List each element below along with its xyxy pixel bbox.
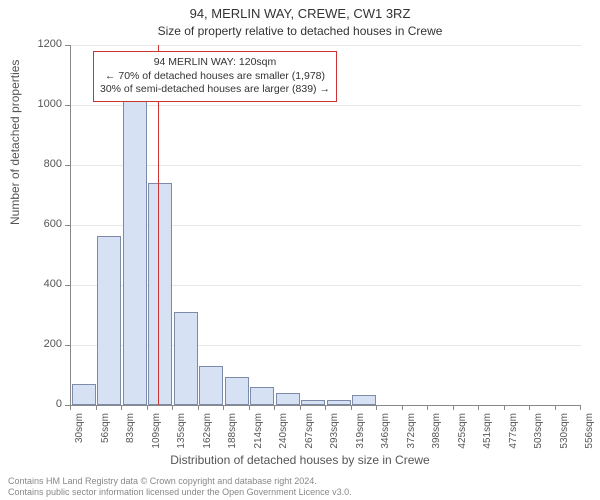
x-tick-label: 214sqm: [253, 413, 264, 463]
y-tick-label: 400: [22, 278, 62, 290]
x-tick: [249, 405, 250, 410]
histogram-bar: [174, 312, 198, 405]
histogram-bar: [327, 400, 351, 405]
histogram-bar: [250, 387, 274, 405]
x-tick-label: 109sqm: [151, 413, 162, 463]
x-tick: [121, 405, 122, 410]
x-tick-label: 503sqm: [533, 413, 544, 463]
x-tick: [351, 405, 352, 410]
y-tick-label: 200: [22, 338, 62, 350]
grid-line: [71, 45, 581, 46]
x-tick-label: 425sqm: [457, 413, 468, 463]
grid-line: [71, 165, 581, 166]
x-tick-label: 293sqm: [329, 413, 340, 463]
attribution-text: Contains HM Land Registry data © Crown c…: [8, 476, 352, 499]
x-tick-label: 372sqm: [406, 413, 417, 463]
y-tick-label: 800: [22, 158, 62, 170]
x-tick-label: 162sqm: [202, 413, 213, 463]
x-tick: [96, 405, 97, 410]
x-tick: [70, 405, 71, 410]
x-tick: [402, 405, 403, 410]
x-tick: [223, 405, 224, 410]
callout-box: 94 MERLIN WAY: 120sqm← 70% of detached h…: [93, 51, 337, 102]
y-tick: [65, 165, 70, 166]
y-tick: [65, 45, 70, 46]
y-tick-label: 0: [22, 398, 62, 410]
x-tick: [504, 405, 505, 410]
x-tick-label: 451sqm: [482, 413, 493, 463]
attribution-line2: Contains public sector information licen…: [8, 487, 352, 498]
y-tick-label: 1200: [22, 38, 62, 50]
x-tick: [529, 405, 530, 410]
x-tick-label: 56sqm: [100, 413, 111, 463]
histogram-bar: [72, 384, 96, 405]
x-tick-label: 346sqm: [380, 413, 391, 463]
grid-line: [71, 105, 581, 106]
histogram-bar: [276, 393, 300, 405]
y-axis-title: Number of detached properties: [8, 60, 22, 225]
x-tick: [274, 405, 275, 410]
x-tick-label: 135sqm: [176, 413, 187, 463]
y-tick: [65, 345, 70, 346]
x-tick: [478, 405, 479, 410]
x-tick-label: 267sqm: [304, 413, 315, 463]
histogram-bar: [199, 366, 223, 405]
x-tick: [453, 405, 454, 410]
x-tick-label: 477sqm: [508, 413, 519, 463]
y-tick-label: 1000: [22, 98, 62, 110]
callout-line: 94 MERLIN WAY: 120sqm: [100, 56, 330, 70]
x-tick: [555, 405, 556, 410]
chart-title: 94, MERLIN WAY, CREWE, CW1 3RZ: [0, 6, 600, 21]
x-tick-label: 398sqm: [431, 413, 442, 463]
histogram-bar: [352, 395, 376, 406]
x-tick-label: 319sqm: [355, 413, 366, 463]
attribution-line1: Contains HM Land Registry data © Crown c…: [8, 476, 352, 487]
x-tick: [427, 405, 428, 410]
x-tick: [300, 405, 301, 410]
x-tick-label: 83sqm: [125, 413, 136, 463]
histogram-bar: [225, 377, 249, 406]
plot-area: 94 MERLIN WAY: 120sqm← 70% of detached h…: [70, 45, 581, 406]
x-tick: [376, 405, 377, 410]
histogram-bar: [97, 236, 121, 406]
histogram-bar: [301, 400, 325, 405]
x-tick: [580, 405, 581, 410]
histogram-bar: [148, 183, 172, 405]
x-tick-label: 30sqm: [74, 413, 85, 463]
callout-line: ← 70% of detached houses are smaller (1,…: [100, 70, 330, 84]
x-tick-label: 556sqm: [584, 413, 595, 463]
y-tick: [65, 105, 70, 106]
x-tick-label: 530sqm: [559, 413, 570, 463]
x-tick-label: 188sqm: [227, 413, 238, 463]
chart-subtitle: Size of property relative to detached ho…: [0, 24, 600, 38]
x-tick-label: 240sqm: [278, 413, 289, 463]
x-tick: [172, 405, 173, 410]
histogram-bar: [123, 81, 147, 405]
callout-line: 30% of semi-detached houses are larger (…: [100, 83, 330, 97]
x-tick: [147, 405, 148, 410]
x-tick: [198, 405, 199, 410]
x-tick: [325, 405, 326, 410]
y-tick: [65, 225, 70, 226]
y-tick: [65, 285, 70, 286]
y-tick-label: 600: [22, 218, 62, 230]
